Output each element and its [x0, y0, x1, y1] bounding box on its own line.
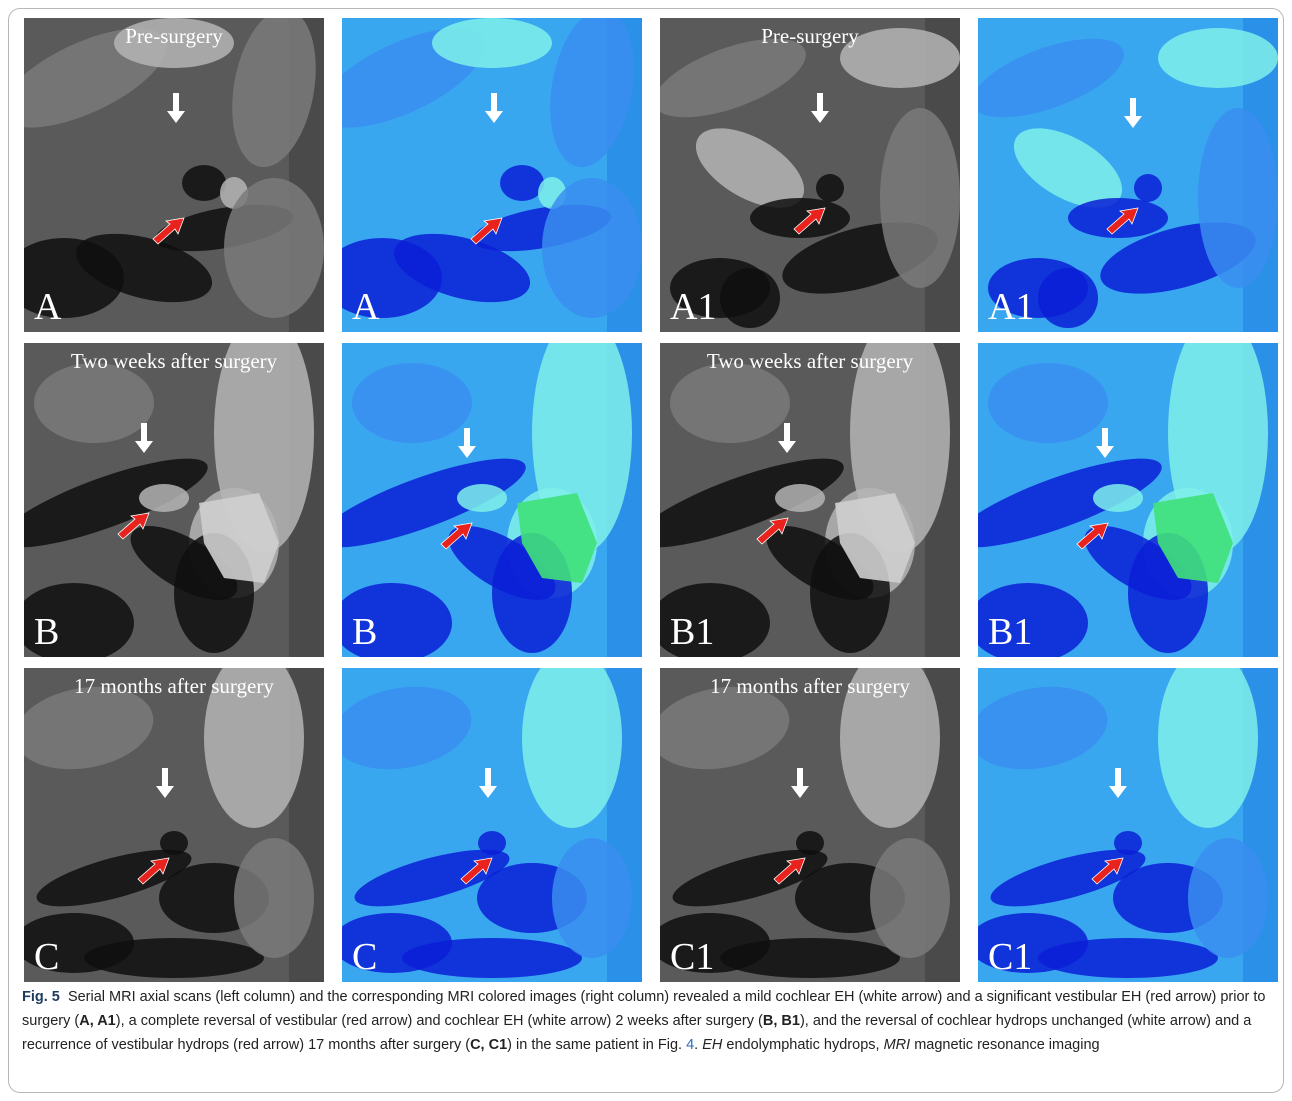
mri-scan-image [660, 668, 960, 982]
caption-text: ), a complete reversal of vestibular (re… [115, 1013, 763, 1029]
white-arrow-icon [1096, 428, 1114, 458]
panel-B-color: B [342, 343, 642, 657]
red-arrow-icon [793, 207, 826, 235]
caption-text: magnetic resonance imaging [910, 1037, 1100, 1053]
white-arrow-icon [778, 423, 796, 453]
panel-label: A [352, 286, 380, 328]
panel-caption: Pre-surgery [761, 24, 859, 48]
white-arrow-icon [811, 93, 829, 123]
colored-mri-image [978, 18, 1278, 332]
mri-scan-image [660, 18, 960, 332]
panel-label: C1 [988, 936, 1033, 978]
red-arrow-icon [1091, 857, 1124, 885]
panel-caption: Pre-surgery [125, 24, 223, 48]
red-arrow-icon [440, 522, 473, 550]
red-arrow-icon [137, 857, 170, 885]
panel-label: A [34, 286, 62, 328]
colored-mri-image [978, 343, 1278, 657]
caption-text: . [694, 1037, 703, 1053]
figure-number: Fig. 5 [22, 989, 60, 1005]
caption-text: endolymphatic hydrops, [722, 1037, 884, 1053]
panel-label: C1 [670, 936, 715, 978]
white-arrow-icon [156, 768, 174, 798]
red-arrow-icon [460, 857, 493, 885]
panel-label: A1 [670, 286, 717, 328]
white-arrow-icon [135, 423, 153, 453]
panel-A1: Pre-surgery A1 [660, 18, 960, 332]
panel-label: C [352, 936, 378, 978]
panel-label: B1 [988, 611, 1033, 653]
panel-label: B1 [670, 611, 715, 653]
panel-C1: 17 months after surgery C1 [660, 668, 960, 982]
colored-mri-image [978, 668, 1278, 982]
red-arrow-icon [117, 512, 150, 540]
white-arrow-icon [485, 93, 503, 123]
red-arrow-icon [1106, 207, 1139, 235]
panel-label: A1 [988, 286, 1035, 328]
panel-label: C [34, 936, 60, 978]
white-arrow-icon [167, 93, 185, 123]
panel-C1-color: C1 [978, 668, 1278, 982]
caption-text: Serial MRI axial scans (left column) and… [22, 989, 1266, 1029]
panel-A: Pre-surgery A [24, 18, 324, 332]
caption-text: ) in the same patient in Fig. [507, 1037, 687, 1053]
mri-scan-image [24, 668, 324, 982]
white-arrow-icon [791, 768, 809, 798]
panel-A1-color: A1 [978, 18, 1278, 332]
panel-caption: 17 months after surgery [74, 674, 274, 698]
panel-C-color: C [342, 668, 642, 982]
red-arrow-icon [773, 857, 806, 885]
colored-mri-image [342, 18, 642, 332]
caption-bold: A, A1 [79, 1013, 116, 1029]
white-arrow-icon [1109, 768, 1127, 798]
caption-bold: B, B1 [762, 1013, 800, 1029]
figure-caption: Fig. 5 Serial MRI axial scans (left colu… [22, 985, 1272, 1057]
panel-caption: 17 months after surgery [710, 674, 910, 698]
colored-mri-image [342, 668, 642, 982]
red-arrow-icon [470, 217, 503, 245]
mri-scan-image [24, 343, 324, 657]
panel-B1: Two weeks after surgery B1 [660, 343, 960, 657]
white-arrow-icon [479, 768, 497, 798]
panel-B1-color: B1 [978, 343, 1278, 657]
panel-label: B [352, 611, 378, 653]
panel-A-color: A [342, 18, 642, 332]
figure-grid: Pre-surgery A A Pre-surgery A1 A1 Two week… [24, 18, 1280, 982]
mri-scan-image [24, 18, 324, 332]
panel-C: 17 months after surgery C [24, 668, 324, 982]
caption-bold: C, C1 [470, 1037, 508, 1053]
caption-text: ), and the reversal of cochlear hydrops … [22, 1013, 1252, 1053]
mri-scan-image [660, 343, 960, 657]
red-arrow-icon [756, 517, 789, 545]
white-arrow-icon [458, 428, 476, 458]
abbreviation: MRI [883, 1037, 911, 1053]
red-arrow-icon [1076, 522, 1109, 550]
panel-caption: Two weeks after surgery [70, 349, 278, 373]
panel-caption: Two weeks after surgery [706, 349, 914, 373]
red-arrow-icon [152, 217, 185, 245]
white-arrow-icon [1124, 98, 1142, 128]
abbreviation: EH [702, 1037, 723, 1053]
figure-link[interactable]: 4 [686, 1037, 695, 1053]
panel-label: B [34, 611, 60, 653]
colored-mri-image [342, 343, 642, 657]
panel-B: Two weeks after surgery B [24, 343, 324, 657]
